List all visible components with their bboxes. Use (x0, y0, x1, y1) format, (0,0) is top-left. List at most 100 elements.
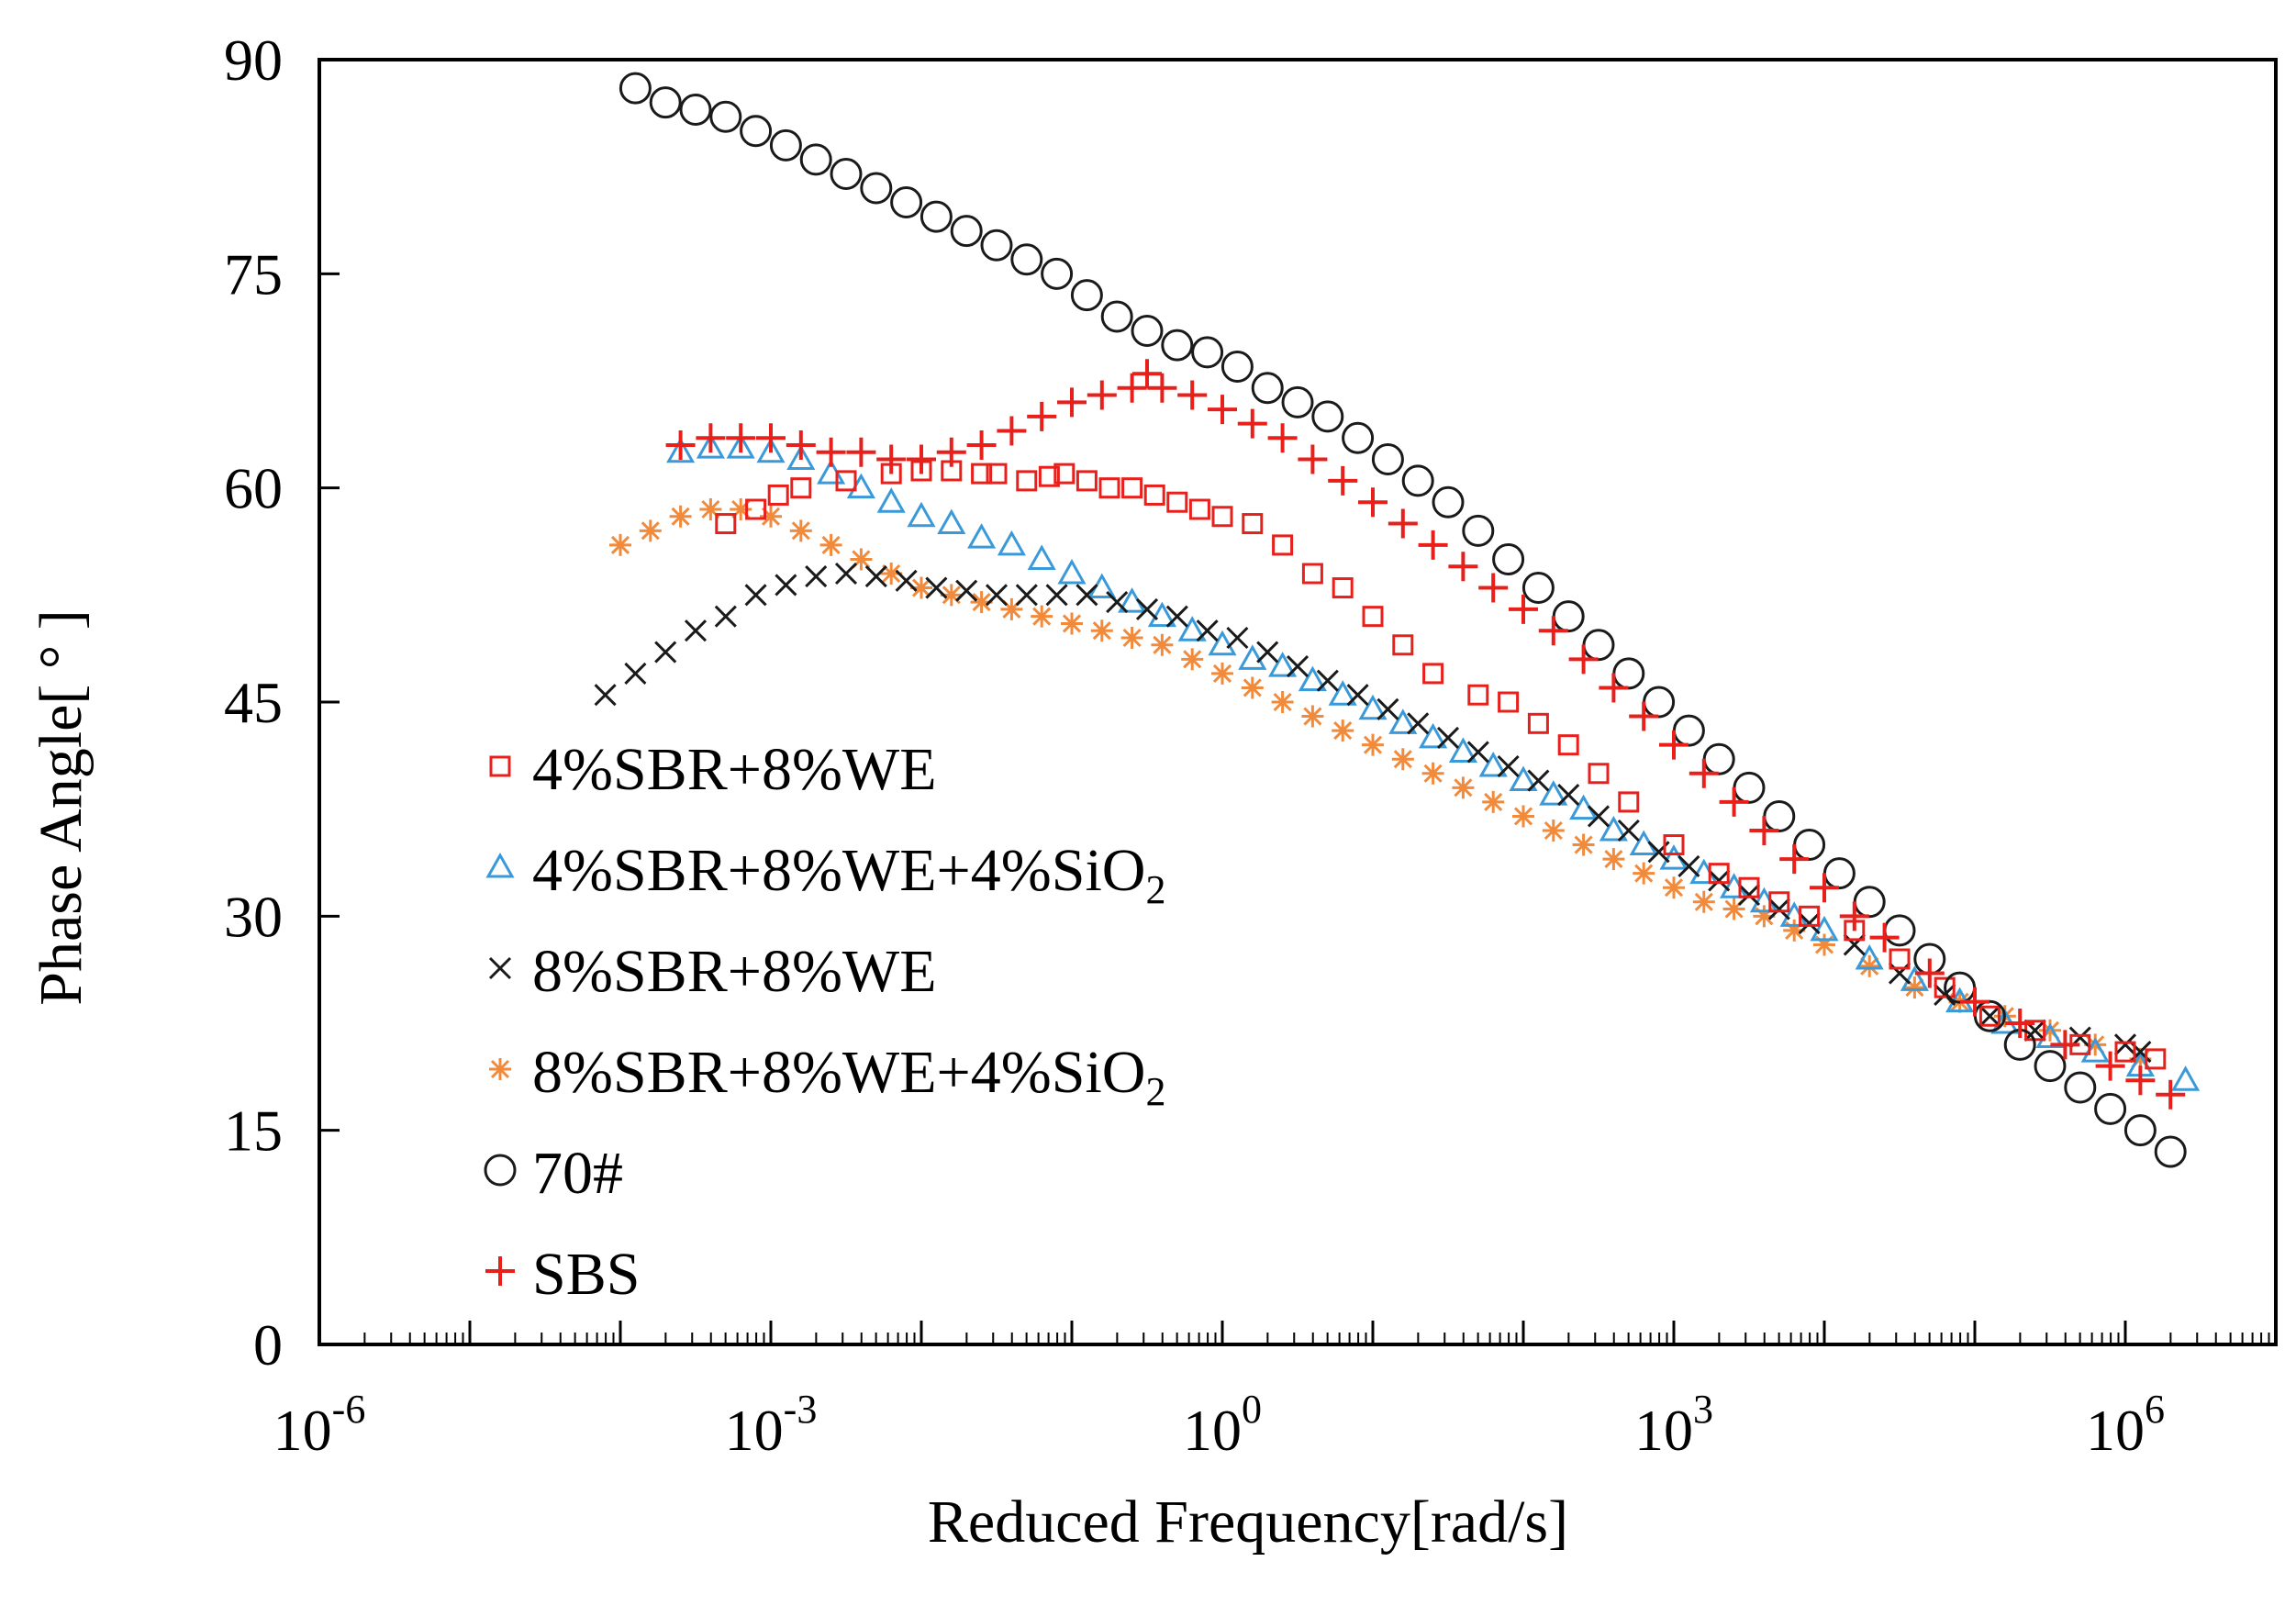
y-tick-label: 60 (224, 456, 283, 521)
data-point (1602, 848, 1625, 871)
data-point (1053, 463, 1076, 485)
data-point (805, 565, 828, 588)
data-point (1497, 754, 1520, 778)
data-point (1181, 648, 1204, 671)
data-point (1038, 465, 1060, 487)
data-point (1617, 819, 1640, 842)
y-tick-label: 15 (224, 1099, 283, 1164)
data-point (966, 430, 997, 460)
data-point (1268, 652, 1298, 677)
data-point (1211, 662, 1233, 685)
data-point (786, 430, 816, 460)
data-point (1853, 886, 1886, 919)
x-tick-exponent: -3 (784, 1387, 818, 1432)
x-tick-base: 10 (1183, 1398, 1242, 1463)
data-point (1057, 387, 1087, 418)
legend-marker-triangle (485, 852, 515, 878)
data-point (1238, 644, 1267, 670)
data-point (907, 444, 936, 474)
data-point (1407, 712, 1430, 735)
data-point (1839, 901, 1869, 931)
x-tick-exponent: -6 (332, 1387, 366, 1432)
legend-label-main: 8%SBR+8%WE (532, 938, 937, 1005)
data-point (1117, 373, 1147, 403)
data-point (1087, 380, 1117, 410)
data-point (1753, 905, 1776, 928)
data-point (2123, 1114, 2157, 1147)
data-point (1076, 470, 1098, 492)
data-point (1358, 487, 1388, 518)
data-point (624, 662, 647, 685)
data-point (1391, 748, 1414, 771)
data-point (1822, 857, 1856, 890)
data-point (639, 519, 662, 542)
data-point (920, 200, 953, 233)
data-point (1010, 243, 1043, 276)
x-tick-exponent: 3 (1693, 1387, 1713, 1432)
data-point (1482, 790, 1505, 813)
data-point (846, 473, 875, 499)
data-point (1538, 616, 1568, 646)
data-point (1388, 508, 1418, 539)
data-point (980, 229, 1013, 262)
data-point (1208, 630, 1237, 656)
data-point (1587, 805, 1611, 828)
data-point (1220, 350, 1254, 383)
data-point (1858, 954, 1881, 977)
data-point (1272, 534, 1294, 556)
data-point (1165, 605, 1188, 628)
data-point (799, 143, 832, 176)
x-tick-label: 100 (1183, 1387, 1262, 1463)
y-axis-ticks: 0 15 30 45 60 75 90 (224, 28, 340, 1377)
data-point (1527, 712, 1549, 734)
data-point (1934, 976, 1956, 998)
data-point (1000, 597, 1023, 620)
data-point (1512, 805, 1534, 828)
data-point (609, 533, 631, 556)
data-point (1783, 919, 1806, 942)
data-point (970, 591, 993, 614)
data-point (1161, 329, 1194, 362)
data-point (895, 569, 918, 592)
data-point (936, 437, 966, 467)
data-point (1226, 626, 1249, 650)
data-point (1900, 965, 1929, 991)
data-point (1177, 616, 1207, 641)
data-point (1733, 771, 1766, 804)
data-point (714, 605, 737, 628)
data-point (1813, 933, 1835, 956)
data-point (1031, 605, 1053, 628)
data-point (1677, 854, 1700, 877)
data-point (876, 444, 907, 474)
data-point (997, 416, 1027, 446)
data-point (730, 498, 752, 520)
data-point (1098, 477, 1120, 499)
data-point (1271, 691, 1294, 713)
data-point (1027, 401, 1057, 431)
data-point (1978, 1005, 2001, 1027)
data-point (1132, 359, 1162, 389)
data-point (1557, 734, 1579, 756)
data-point (594, 684, 617, 707)
y-tick-label: 75 (224, 241, 283, 307)
legend-label-main: 70# (532, 1140, 623, 1207)
data-point (1492, 542, 1525, 575)
data-point (1737, 883, 1761, 907)
legend-marker-x (488, 956, 512, 980)
data-point (1241, 676, 1264, 699)
data-point (2113, 1033, 2137, 1056)
legend-marker-square (489, 755, 511, 777)
data-point (696, 423, 726, 453)
data-point (2129, 1047, 2152, 1070)
data-point (1452, 776, 1475, 799)
data-point (1978, 1005, 2001, 1028)
data-point (1572, 833, 1595, 856)
data-point (1286, 655, 1310, 678)
x-tick-label: 10-6 (273, 1387, 366, 1463)
data-point (2050, 1030, 2080, 1060)
data-point (1557, 784, 1580, 807)
data-point (955, 579, 978, 602)
data-point (1462, 514, 1495, 547)
data-point (950, 215, 983, 248)
data-point (1332, 577, 1354, 599)
